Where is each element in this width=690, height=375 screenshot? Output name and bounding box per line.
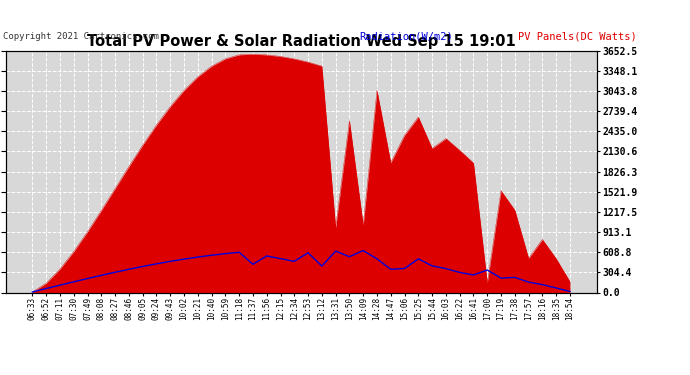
Title: Total PV Power & Solar Radiation Wed Sep 15 19:01: Total PV Power & Solar Radiation Wed Sep… [87,34,515,50]
Text: PV Panels(DC Watts): PV Panels(DC Watts) [518,32,636,41]
Text: Radiation(W/m2): Radiation(W/m2) [359,32,453,41]
Text: Copyright 2021 Cartronics.com: Copyright 2021 Cartronics.com [3,32,159,41]
